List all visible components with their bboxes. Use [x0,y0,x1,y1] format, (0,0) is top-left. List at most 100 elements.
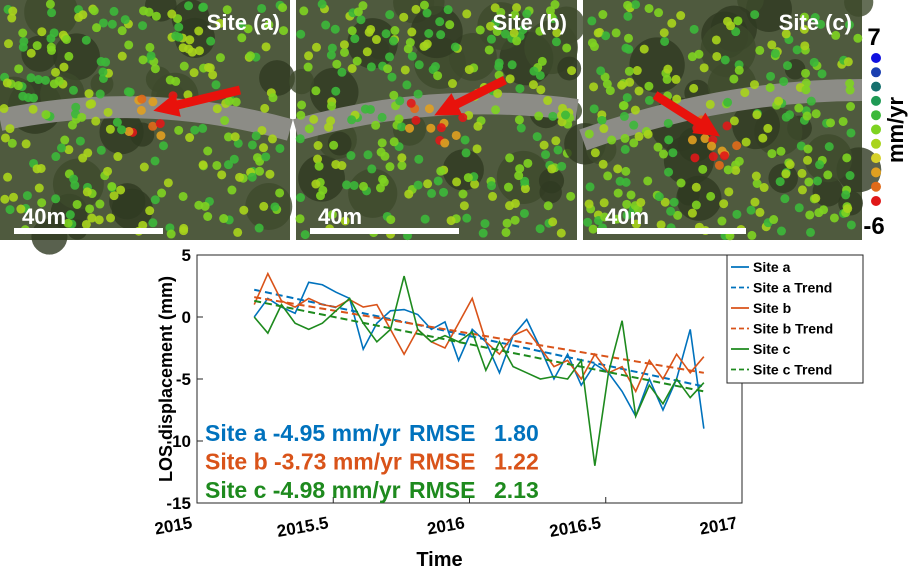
insar-point [29,93,38,102]
insar-point [188,48,197,57]
insar-point [363,47,372,56]
insar-point [372,35,381,44]
insar-point [185,133,194,142]
insar-point [551,136,560,145]
insar-point [825,142,834,151]
insar-point [37,27,46,36]
insar-point [327,102,336,111]
rate-annotation: Site b -3.73 mm/yr [205,449,402,475]
insar-point [677,179,686,188]
insar-point [348,26,357,35]
insar-point [460,201,469,210]
insar-point [220,116,229,125]
x-tick-label: 2017 [698,513,739,538]
insar-point [664,119,673,128]
insar-point [730,116,739,125]
scale-label: 40m [605,204,649,229]
insar-point [701,134,710,143]
insar-point [586,182,595,191]
insar-point [623,1,632,10]
insar-point [664,135,673,144]
legend-label: Site b [753,300,791,316]
insar-point [448,79,457,88]
insar-point [415,60,424,69]
insar-point [414,155,423,164]
y-tick-label: 5 [182,246,191,265]
insar-point [543,96,552,105]
colorbar-swatch [871,139,881,149]
insar-point [548,112,557,121]
insar-point [407,27,416,36]
insar-point [660,28,669,37]
insar-point [427,189,436,198]
insar-point [361,105,370,114]
insar-point [795,203,804,212]
insar-point [101,58,110,67]
insar-point [179,43,188,52]
insar-point [554,145,563,154]
insar-point [843,204,852,213]
insar-point [823,170,832,179]
insar-point [709,152,718,161]
insar-point [776,147,785,156]
insar-point [174,23,183,32]
insar-point [259,202,268,211]
insar-point [562,43,571,52]
insar-point [440,139,449,148]
insar-point [724,187,733,196]
insar-point [203,212,212,221]
insar-point [815,160,824,169]
insar-point [270,202,279,211]
insar-point [378,175,387,184]
panel-label: Site (b) [492,10,567,35]
insar-point [18,92,27,101]
insar-point [690,153,699,162]
insar-point [694,50,703,59]
insar-point [597,116,606,125]
insar-point [104,108,113,117]
insar-point [331,87,340,96]
colorbar-swatch [871,110,881,120]
insar-point [452,177,461,186]
insar-point [91,117,100,126]
insar-point [451,42,460,51]
x-tick-label: 2015.5 [275,513,330,541]
insar-point [316,191,325,200]
insar-point [801,85,810,94]
insar-point [783,61,792,70]
insar-point [296,214,305,223]
insar-point [151,195,160,204]
insar-point [846,102,855,111]
insar-point [318,0,327,9]
insar-point [437,123,446,132]
insar-point [657,220,666,229]
rmse-value: 2.13 [494,477,539,503]
insar-point [462,214,471,223]
insar-point [414,181,423,190]
insar-point [69,175,78,184]
insar-point [712,52,721,61]
insar-point [424,29,433,38]
insar-point [107,182,116,191]
insar-point [505,153,514,162]
tree [768,163,798,193]
insar-point [623,12,632,21]
insar-point [594,28,603,37]
insar-point [420,1,429,10]
insar-point [108,20,117,29]
insar-point [299,6,308,15]
insar-point [106,125,115,134]
insar-point [476,25,485,34]
insar-point [95,200,104,209]
insar-point [620,134,629,143]
insar-point [763,124,772,133]
insar-point [296,30,305,39]
insar-point [411,116,420,125]
insar-point [520,209,529,218]
insar-point [733,16,742,25]
insar-point [402,80,411,89]
insar-point [83,148,92,157]
insar-point [723,121,732,130]
insar-point [350,34,359,43]
insar-point [752,110,761,119]
